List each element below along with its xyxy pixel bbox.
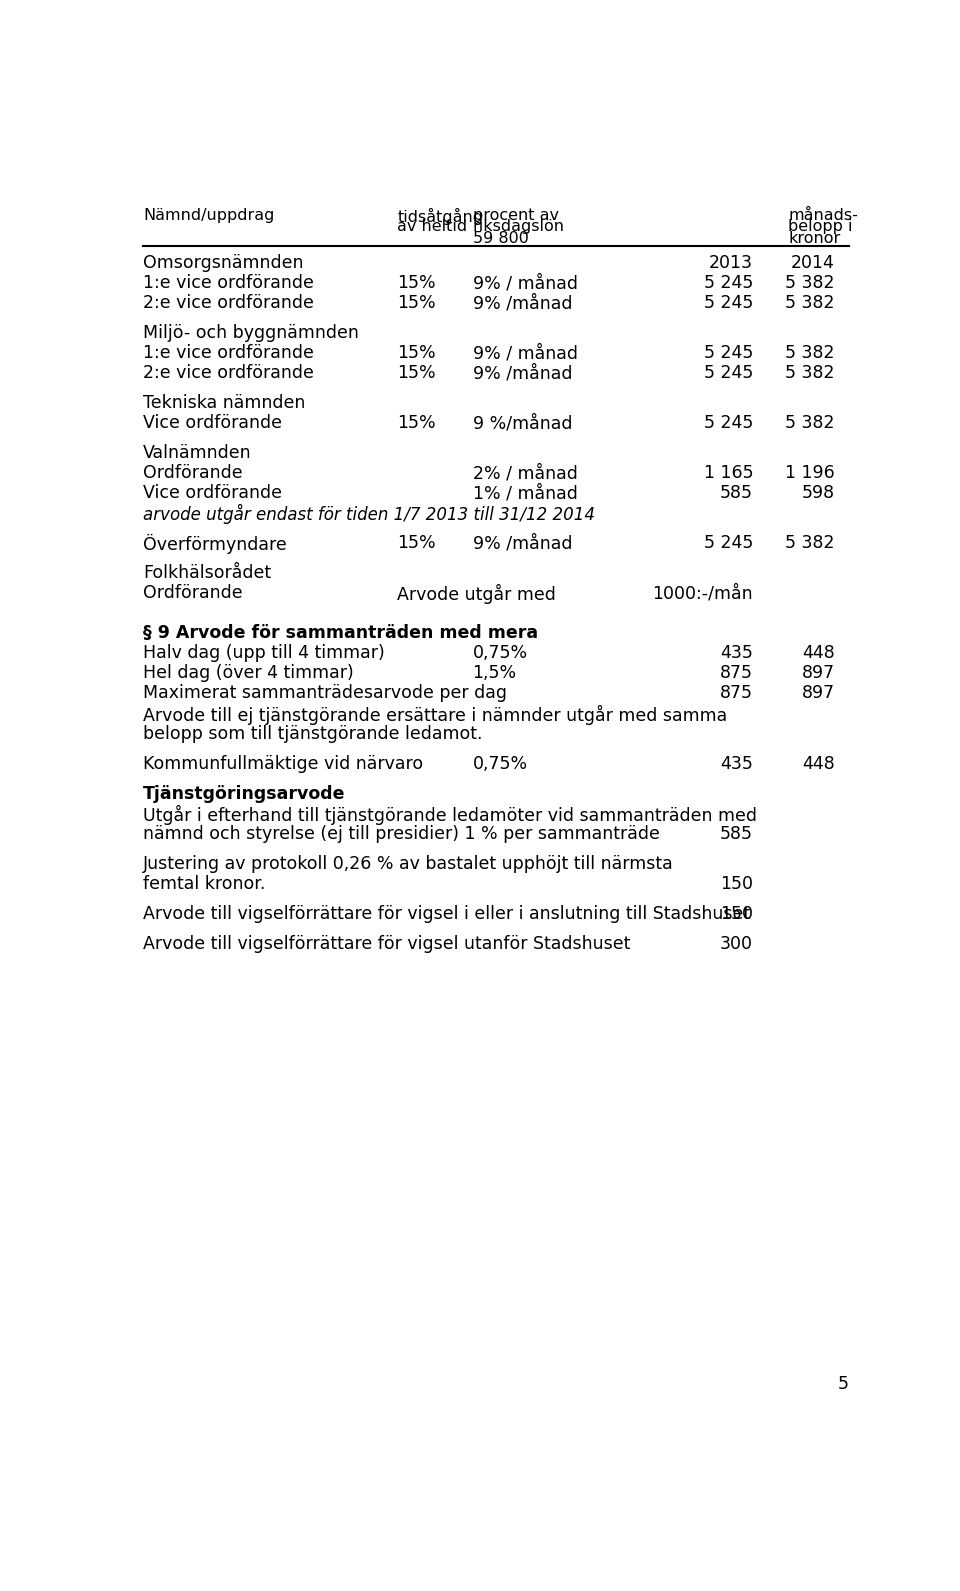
Text: § 9 Arvode för sammanträden med mera: § 9 Arvode för sammanträden med mera [143, 624, 539, 643]
Text: 15%: 15% [397, 294, 436, 312]
Text: Ordförande: Ordförande [143, 584, 243, 603]
Text: 435: 435 [720, 644, 754, 662]
Text: belopp som till tjänstgörande ledamot.: belopp som till tjänstgörande ledamot. [143, 724, 483, 743]
Text: 9% / månad: 9% / månad [472, 344, 578, 363]
Text: 1000:-/mån: 1000:-/mån [653, 584, 754, 603]
Text: Tjänstgöringsarvode: Tjänstgöringsarvode [143, 784, 346, 802]
Text: Tekniska nämnden: Tekniska nämnden [143, 395, 305, 412]
Text: Arvode till vigselförrättare för vigsel i eller i anslutning till Stadshuset: Arvode till vigselförrättare för vigsel … [143, 905, 751, 923]
Text: 2% / månad: 2% / månad [472, 465, 578, 482]
Text: av heltid: av heltid [397, 220, 468, 234]
Text: 897: 897 [802, 665, 834, 683]
Text: Arvode till vigselförrättare för vigsel utanför Stadshuset: Arvode till vigselförrättare för vigsel … [143, 936, 631, 953]
Text: Miljö- och byggnämnden: Miljö- och byggnämnden [143, 325, 359, 342]
Text: 1:e vice ordförande: 1:e vice ordförande [143, 274, 314, 293]
Text: 15%: 15% [397, 535, 436, 552]
Text: 5 382: 5 382 [785, 535, 834, 552]
Text: 15%: 15% [397, 274, 436, 293]
Text: 448: 448 [802, 754, 834, 773]
Text: 448: 448 [802, 644, 834, 662]
Text: 9% /månad: 9% /månad [472, 364, 572, 382]
Text: 59 800: 59 800 [472, 231, 529, 247]
Text: femtal kronor.: femtal kronor. [143, 875, 266, 893]
Text: 875: 875 [720, 684, 754, 703]
Text: belopp i: belopp i [788, 220, 852, 234]
Text: 15%: 15% [397, 364, 436, 382]
Text: Valnämnden: Valnämnden [143, 444, 252, 463]
Text: Vice ordförande: Vice ordförande [143, 414, 282, 433]
Text: 875: 875 [720, 665, 754, 683]
Text: 9% /månad: 9% /månad [472, 294, 572, 312]
Text: 5 382: 5 382 [785, 414, 834, 433]
Text: 2013: 2013 [709, 255, 754, 272]
Text: riksdagslön: riksdagslön [472, 220, 564, 234]
Text: 5 382: 5 382 [785, 274, 834, 293]
Text: 1 196: 1 196 [785, 465, 834, 482]
Text: arvode utgår endast för tiden 1/7 2013 till 31/12 2014: arvode utgår endast för tiden 1/7 2013 t… [143, 504, 595, 525]
Text: 15%: 15% [397, 344, 436, 363]
Text: 9% /månad: 9% /månad [472, 535, 572, 552]
Text: 5 245: 5 245 [704, 294, 754, 312]
Text: 9% / månad: 9% / månad [472, 274, 578, 293]
Text: Överförmyndare: Överförmyndare [143, 535, 287, 554]
Text: Vice ordförande: Vice ordförande [143, 484, 282, 503]
Text: 585: 585 [720, 824, 754, 843]
Text: 0,75%: 0,75% [472, 644, 528, 662]
Text: 1:e vice ordförande: 1:e vice ordförande [143, 344, 314, 363]
Text: Ordförande: Ordförande [143, 465, 243, 482]
Text: 435: 435 [720, 754, 754, 773]
Text: nämnd och styrelse (ej till presidier) 1 % per sammanträde: nämnd och styrelse (ej till presidier) 1… [143, 824, 660, 843]
Text: 5 382: 5 382 [785, 294, 834, 312]
Text: procent av: procent av [472, 208, 559, 223]
Text: 5 245: 5 245 [704, 414, 754, 433]
Text: 1 165: 1 165 [704, 465, 754, 482]
Text: Halv dag (upp till 4 timmar): Halv dag (upp till 4 timmar) [143, 644, 385, 662]
Text: månads-: månads- [788, 208, 858, 223]
Text: Utgår i efterhand till tjänstgörande ledamöter vid sammanträden med: Utgår i efterhand till tjänstgörande led… [143, 805, 757, 824]
Text: Omsorgsnämnden: Omsorgsnämnden [143, 255, 303, 272]
Text: Nämnd/uppdrag: Nämnd/uppdrag [143, 208, 275, 223]
Text: 5: 5 [837, 1375, 849, 1392]
Text: Folkhälsorådet: Folkhälsorådet [143, 565, 272, 582]
Text: 15%: 15% [397, 414, 436, 433]
Text: 2014: 2014 [791, 255, 834, 272]
Text: 2:e vice ordförande: 2:e vice ordförande [143, 294, 314, 312]
Text: kronor: kronor [788, 231, 840, 247]
Text: 598: 598 [802, 484, 834, 503]
Text: tidsåtgång: tidsåtgång [397, 208, 484, 224]
Text: 1% / månad: 1% / månad [472, 484, 578, 503]
Text: 9 %/månad: 9 %/månad [472, 414, 572, 433]
Text: Kommunfullmäktige vid närvaro: Kommunfullmäktige vid närvaro [143, 754, 423, 773]
Text: 150: 150 [720, 875, 754, 893]
Text: 300: 300 [720, 936, 754, 953]
Text: Arvode utgår med: Arvode utgår med [397, 584, 557, 605]
Text: 5 245: 5 245 [704, 274, 754, 293]
Text: 2:e vice ordförande: 2:e vice ordförande [143, 364, 314, 382]
Text: Justering av protokoll 0,26 % av bastalet upphöjt till närmsta: Justering av protokoll 0,26 % av bastale… [143, 854, 674, 872]
Text: Maximerat sammanträdesarvode per dag: Maximerat sammanträdesarvode per dag [143, 684, 507, 703]
Text: Arvode till ej tjänstgörande ersättare i nämnder utgår med samma: Arvode till ej tjänstgörande ersättare i… [143, 705, 728, 724]
Text: 1,5%: 1,5% [472, 665, 516, 683]
Text: 5 382: 5 382 [785, 364, 834, 382]
Text: 150: 150 [720, 905, 754, 923]
Text: 0,75%: 0,75% [472, 754, 528, 773]
Text: 5 245: 5 245 [704, 364, 754, 382]
Text: Hel dag (över 4 timmar): Hel dag (över 4 timmar) [143, 665, 354, 683]
Text: 5 245: 5 245 [704, 344, 754, 363]
Text: 585: 585 [720, 484, 754, 503]
Text: 5 245: 5 245 [704, 535, 754, 552]
Text: 5 382: 5 382 [785, 344, 834, 363]
Text: 897: 897 [802, 684, 834, 703]
